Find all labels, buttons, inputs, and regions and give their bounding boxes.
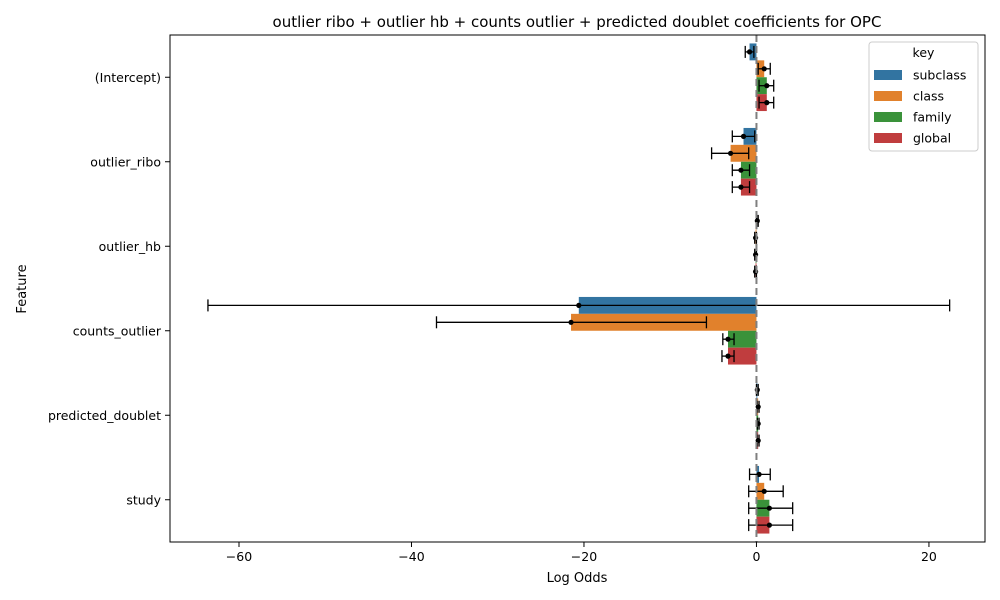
point-global-0 bbox=[764, 100, 770, 106]
point-class-5 bbox=[761, 488, 767, 494]
chart-title: outlier ribo + outlier hb + counts outli… bbox=[273, 13, 882, 31]
legend-label-global: global bbox=[913, 131, 951, 146]
error-bars bbox=[207, 45, 951, 532]
legend: key subclass class family global bbox=[868, 41, 979, 152]
y-tick-label: (Intercept) bbox=[95, 70, 161, 85]
x-axis-label: Log Odds bbox=[547, 571, 608, 586]
point-family-1 bbox=[738, 167, 744, 173]
plot-frame bbox=[169, 34, 986, 543]
y-axis-label: Feature bbox=[15, 264, 30, 313]
y-tick-label: counts_outlier bbox=[73, 323, 162, 338]
legend-swatch-family bbox=[874, 112, 902, 122]
legend-box bbox=[868, 41, 979, 152]
point-global-1 bbox=[738, 184, 744, 190]
legend-label-family: family bbox=[913, 110, 952, 125]
legend-title: key bbox=[913, 45, 935, 60]
point-subclass-5 bbox=[756, 471, 762, 477]
point-subclass-1 bbox=[740, 133, 747, 139]
point-global-4 bbox=[755, 438, 761, 444]
bar-family-3 bbox=[727, 330, 757, 348]
point-class-3 bbox=[568, 319, 574, 325]
point-class-1 bbox=[727, 150, 734, 156]
x-tick-label: −20 bbox=[571, 549, 597, 564]
y-tick-label: outlier_ribo bbox=[90, 154, 161, 169]
point-family-0 bbox=[764, 83, 770, 89]
x-tick-label: 20 bbox=[921, 549, 937, 564]
legend-label-subclass: subclass bbox=[913, 68, 966, 83]
y-tick-label: outlier_hb bbox=[99, 239, 161, 254]
point-subclass-0 bbox=[746, 49, 753, 55]
x-axis: −60 −40 −20 0 20 bbox=[226, 542, 937, 564]
point-global-3 bbox=[725, 353, 731, 359]
y-tick-label: study bbox=[126, 492, 161, 507]
legend-swatch-global bbox=[874, 133, 902, 143]
point-class-0 bbox=[761, 66, 767, 72]
bar-global-3 bbox=[727, 347, 757, 365]
plot-area bbox=[571, 43, 770, 534]
legend-label-class: class bbox=[913, 89, 944, 104]
point-family-5 bbox=[766, 505, 772, 511]
legend-swatch-subclass bbox=[874, 70, 902, 80]
x-tick-label: −60 bbox=[226, 549, 252, 564]
legend-swatch-class bbox=[874, 91, 902, 101]
y-axis: (Intercept) outlier_ribo outlier_hb counts_… bbox=[48, 70, 170, 507]
x-tick-label: −40 bbox=[398, 549, 424, 564]
y-tick-label: predicted_doublet bbox=[48, 408, 161, 423]
point-global-5 bbox=[766, 522, 772, 528]
x-tick-label: 0 bbox=[752, 549, 760, 564]
point-family-3 bbox=[725, 336, 731, 342]
point-subclass-3 bbox=[576, 302, 582, 308]
point-class-4 bbox=[755, 404, 761, 410]
